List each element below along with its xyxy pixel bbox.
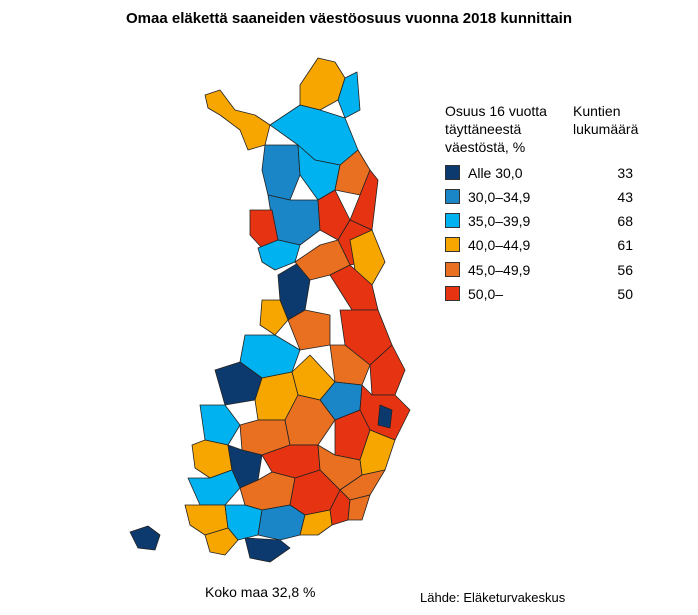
legend-share-heading-line: Osuus 16 vuotta <box>445 103 547 119</box>
legend-class-label: 35,0–39,9 <box>468 213 531 229</box>
legend-class-label: 45,0–49,9 <box>468 262 531 278</box>
legend-swatch <box>445 286 460 301</box>
source-note: Lähde: Eläketurvakeskus <box>420 590 566 605</box>
legend-swatch <box>445 262 460 277</box>
region-pieksamaki <box>329 344 371 386</box>
legend-row: 50,0– 50 <box>445 286 635 304</box>
region-enontekio <box>204 89 271 151</box>
country-total: Koko maa 32,8 % <box>205 584 316 600</box>
legend-class-count: 56 <box>617 262 633 278</box>
legend-class-count: 68 <box>617 213 633 229</box>
legend-row: Alle 30,0 33 <box>445 165 635 183</box>
legend-class-label: 40,0–44,9 <box>468 237 531 253</box>
region-north-karelia-north <box>369 344 406 396</box>
region-aland <box>129 525 161 551</box>
region-raahe <box>259 299 289 336</box>
legend-row: 35,0–39,9 68 <box>445 213 635 231</box>
region-kittila <box>261 144 301 201</box>
legend-row: 45,0–49,9 56 <box>445 262 635 280</box>
legend-swatch <box>445 189 460 204</box>
legend-count-heading: Kuntien lukumäärä <box>573 102 663 138</box>
region-hanko <box>204 527 239 556</box>
finland-choropleth-map <box>129 57 411 563</box>
legend-count-heading-line: lukumäärä <box>573 121 639 137</box>
region-kuusamo <box>349 229 386 286</box>
region-porvoo <box>299 509 333 536</box>
legend-share-heading: Osuus 16 vuotta täyttäneestä väestöstä, … <box>445 102 565 156</box>
legend-swatch <box>445 237 460 252</box>
legend-class-label: 30,0–34,9 <box>468 189 531 205</box>
legend-class-count: 50 <box>617 286 633 302</box>
region-oulu-south <box>287 309 331 351</box>
region-lapland-north-east <box>299 57 346 111</box>
region-uusimaa-central <box>257 504 306 541</box>
region-lapland-north <box>337 71 361 119</box>
legend-count-heading-line: Kuntien <box>573 103 621 119</box>
legend-swatch <box>445 213 460 228</box>
map-title: Omaa eläkettä saaneiden väestöosuus vuon… <box>126 10 572 27</box>
legend-class-count: 33 <box>617 165 633 181</box>
legend-class-count: 61 <box>617 237 633 253</box>
region-kainuu-north <box>329 264 379 311</box>
region-pori-north <box>199 404 241 446</box>
legend-class-label: 50,0– <box>468 286 504 302</box>
legend-class-label: Alle 30,0 <box>468 165 523 181</box>
legend-swatch <box>445 165 460 180</box>
legend-share-heading-line: täyttäneestä <box>445 121 522 137</box>
region-salla <box>349 169 379 231</box>
region-kotka <box>347 494 371 521</box>
region-joensuu-city <box>377 404 393 429</box>
legend-row: 40,0–44,9 61 <box>445 237 635 255</box>
legend-share-heading-line: väestöstä, % <box>445 139 526 155</box>
region-helsinki <box>244 537 291 563</box>
legend-class-count: 43 <box>617 189 633 205</box>
legend-row: 30,0–34,9 43 <box>445 189 635 207</box>
